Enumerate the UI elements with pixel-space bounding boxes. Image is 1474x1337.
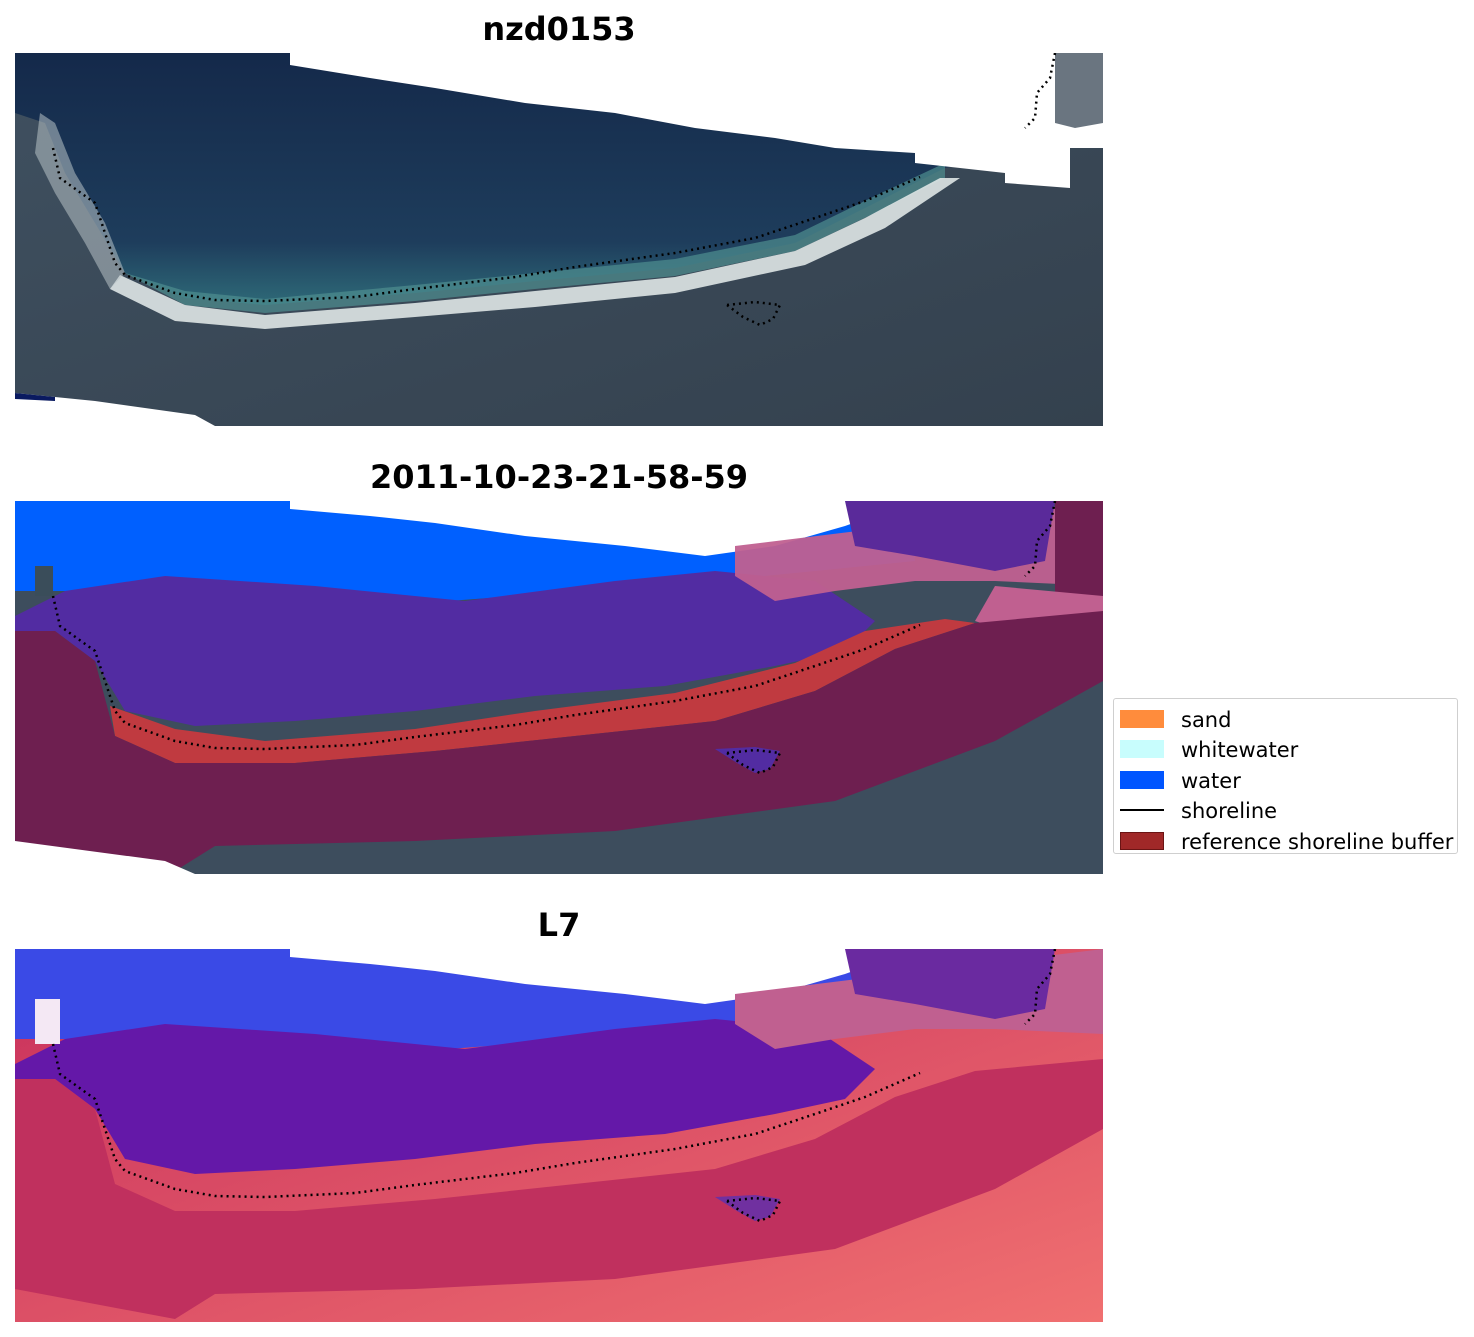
legend-label-whitewater: whitewater [1181,738,1299,763]
panel-title-rgb: nzd0153 [482,10,636,48]
legend-swatch-shoreline [1120,809,1164,812]
legend-item-sand: sand [1120,705,1457,735]
legend-item-reference-buffer: reference shoreline buffer [1120,827,1457,857]
legend-swatch-water [1120,770,1164,789]
classified-image [15,501,1103,874]
index-image [15,949,1103,1322]
legend-label-shoreline: shoreline [1181,799,1278,824]
rgb-image [15,53,1103,426]
legend-swatch-reference-buffer [1120,831,1164,850]
panel-title-index: L7 [537,906,581,944]
legend-label-reference-buffer: reference shoreline buffer [1181,829,1454,854]
legend-swatch-whitewater [1120,740,1164,759]
legend: sand whitewater water shoreline referenc… [1113,698,1458,854]
legend-item-shoreline: shoreline [1120,796,1457,826]
legend-item-whitewater: whitewater [1120,735,1457,765]
legend-label-sand: sand [1181,708,1232,732]
legend-label-water: water [1181,768,1241,793]
panel-title-classified: 2011-10-23-21-58-59 [369,458,749,496]
legend-item-water: water [1120,766,1457,796]
legend-swatch-sand [1120,710,1164,728]
classified-image-panel [15,501,1103,874]
index-image-panel [15,949,1103,1322]
rgb-image-panel [15,53,1103,426]
